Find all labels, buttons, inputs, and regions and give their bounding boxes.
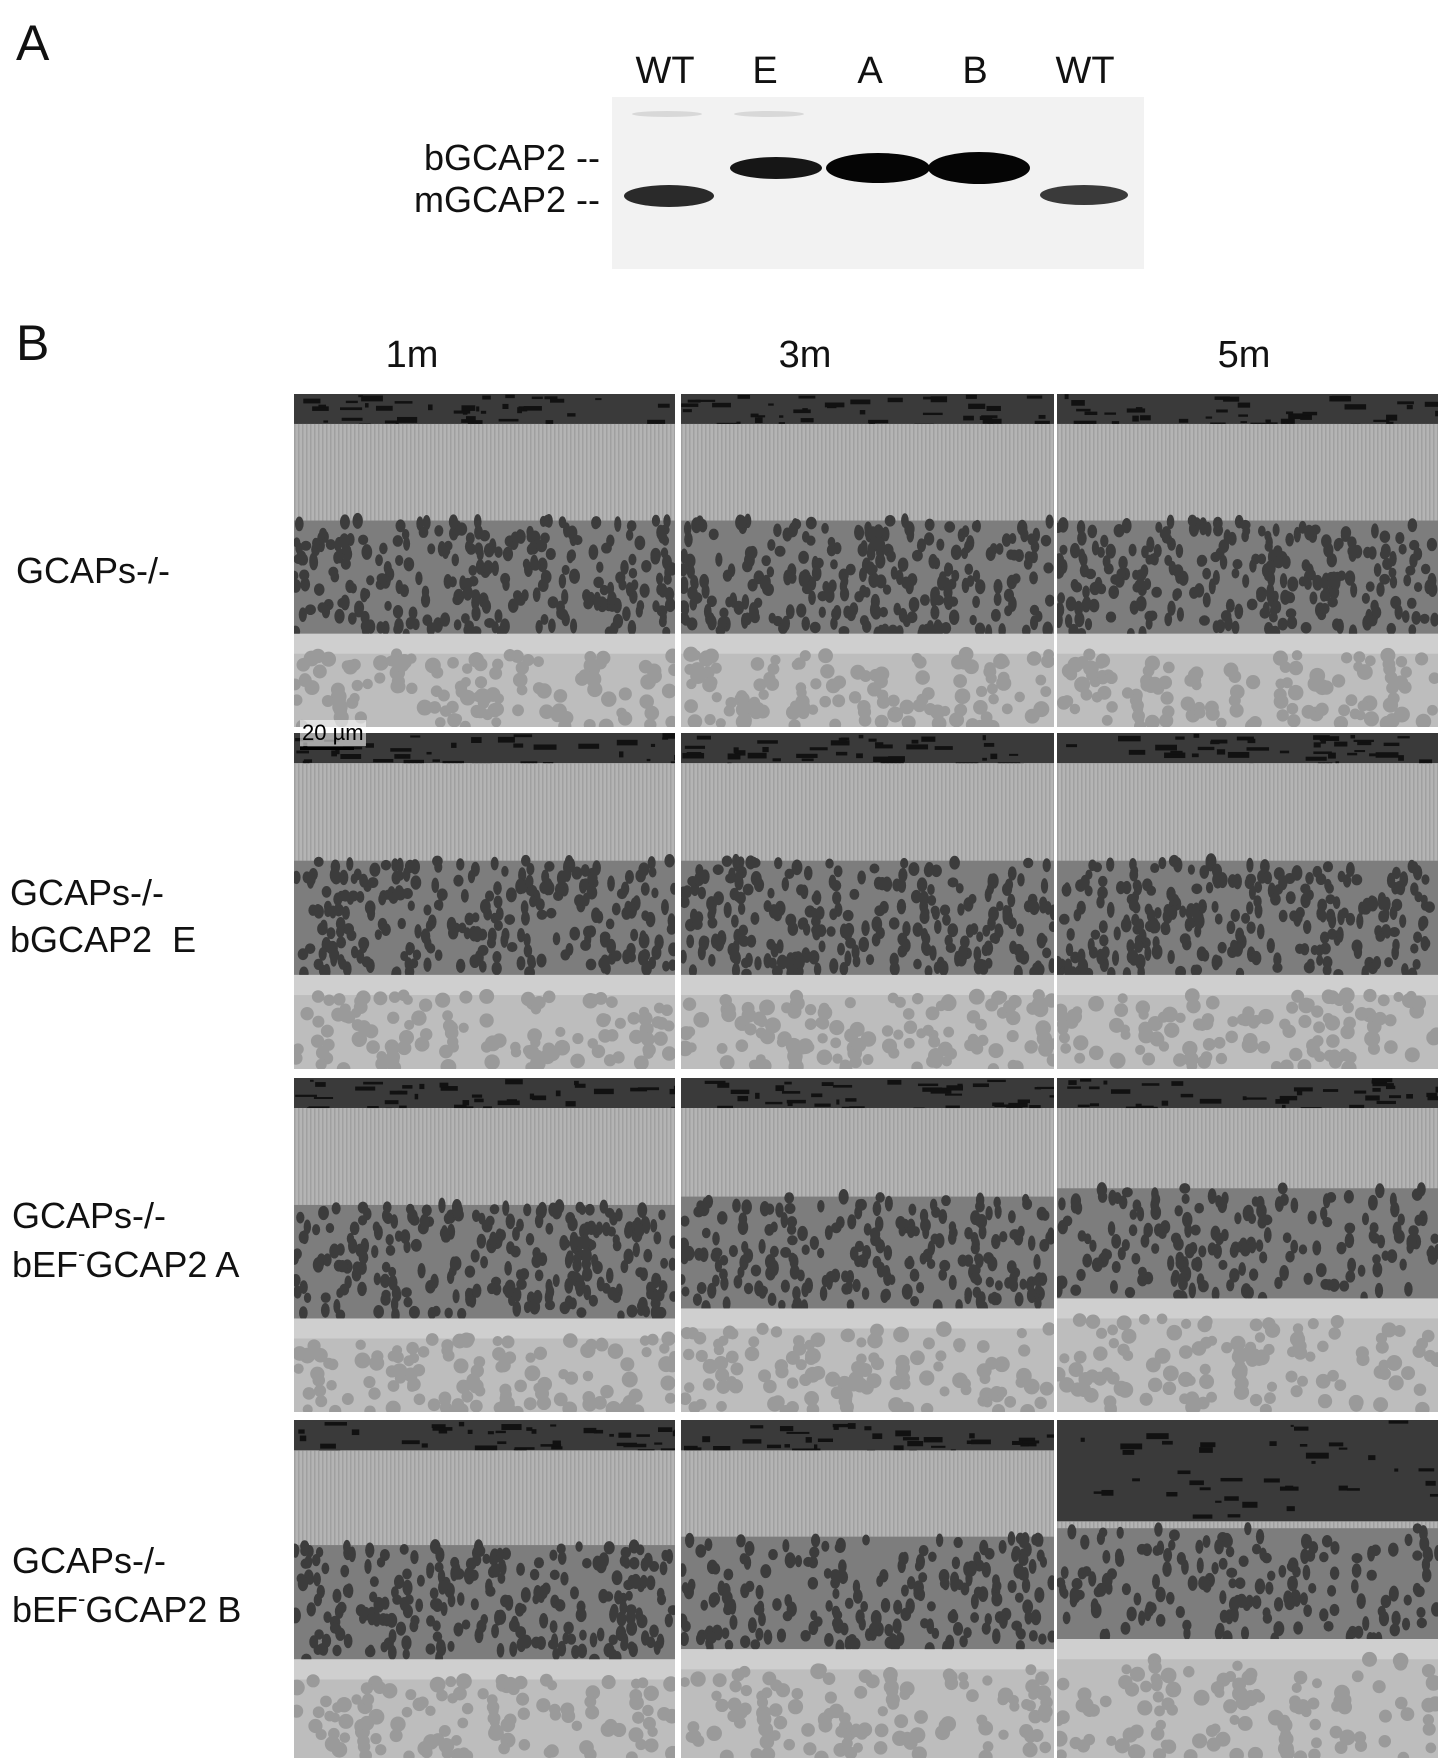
micrograph-r3-c1 bbox=[294, 1078, 675, 1412]
micrograph-r3-c3 bbox=[1057, 1078, 1438, 1412]
micrograph-r4-c3 bbox=[1057, 1420, 1438, 1758]
row-label-line1: GCAPs-/- bbox=[10, 872, 165, 913]
lane-label-wt-1: WT bbox=[635, 50, 695, 92]
panel-b-letter: B bbox=[16, 315, 50, 371]
micrograph-r1-c2 bbox=[681, 394, 1054, 727]
micrograph-r4-c1 bbox=[294, 1420, 675, 1758]
blot-band-wt-2 bbox=[1040, 185, 1128, 205]
row-label-bef-gcap2-a: GCAPs-/- bEF-GCAP2 A bbox=[12, 1193, 239, 1289]
row-label-line1: GCAPs-/- bbox=[12, 1540, 167, 1581]
age-label-3m: 3m bbox=[778, 334, 832, 376]
lane-label-wt-2: WT bbox=[1055, 50, 1115, 92]
row-label-line2: bEF-GCAP2 A bbox=[12, 1240, 240, 1285]
scale-bar-label: 20 µm bbox=[300, 720, 366, 746]
band-label-mgcap2: mGCAP2 -- bbox=[413, 179, 600, 220]
micrograph-r3-c2 bbox=[681, 1078, 1054, 1412]
micrograph-r1-c3 bbox=[1057, 394, 1438, 727]
lane-label-b: B bbox=[962, 50, 988, 92]
micrograph-r1-c1 bbox=[294, 394, 675, 727]
micrograph-r2-c1 bbox=[294, 733, 675, 1069]
row-label-bef-gcap2-b: GCAPs-/- bEF-GCAP2 B bbox=[12, 1538, 241, 1634]
row-label-line1: GCAPs-/- bbox=[12, 1195, 167, 1236]
blot-band-a bbox=[826, 153, 930, 183]
row-label-bgcap2-e: GCAPs-/- bGCAP2 E bbox=[10, 870, 196, 964]
micrograph-r4-c2 bbox=[681, 1420, 1054, 1758]
blot-band-e bbox=[730, 157, 822, 179]
band-label-bgcap2: bGCAP2 -- bbox=[423, 137, 600, 178]
row-label-line1: GCAPs-/- bbox=[16, 550, 171, 591]
western-blot bbox=[612, 97, 1144, 269]
row-label-line2: bGCAP2 E bbox=[10, 918, 197, 960]
lane-label-a: A bbox=[857, 50, 883, 92]
blot-band-wt-1 bbox=[624, 185, 714, 207]
age-label-1m: 1m bbox=[385, 334, 439, 376]
blot-faint-band-1 bbox=[632, 111, 702, 117]
lane-label-e: E bbox=[752, 50, 778, 92]
micrograph-r2-c2 bbox=[681, 733, 1054, 1069]
scale-bar: 20 µm bbox=[300, 720, 366, 750]
row-label-gcaps: GCAPs-/- bbox=[16, 548, 170, 595]
scale-bar-line bbox=[300, 747, 354, 750]
panel-a-letter: A bbox=[16, 15, 50, 71]
blot-faint-band-2 bbox=[734, 111, 804, 117]
micrograph-r2-c3 bbox=[1057, 733, 1438, 1069]
age-label-5m: 5m bbox=[1217, 334, 1271, 376]
row-label-line2: bEF-GCAP2 B bbox=[12, 1585, 242, 1630]
blot-band-b bbox=[928, 152, 1030, 184]
